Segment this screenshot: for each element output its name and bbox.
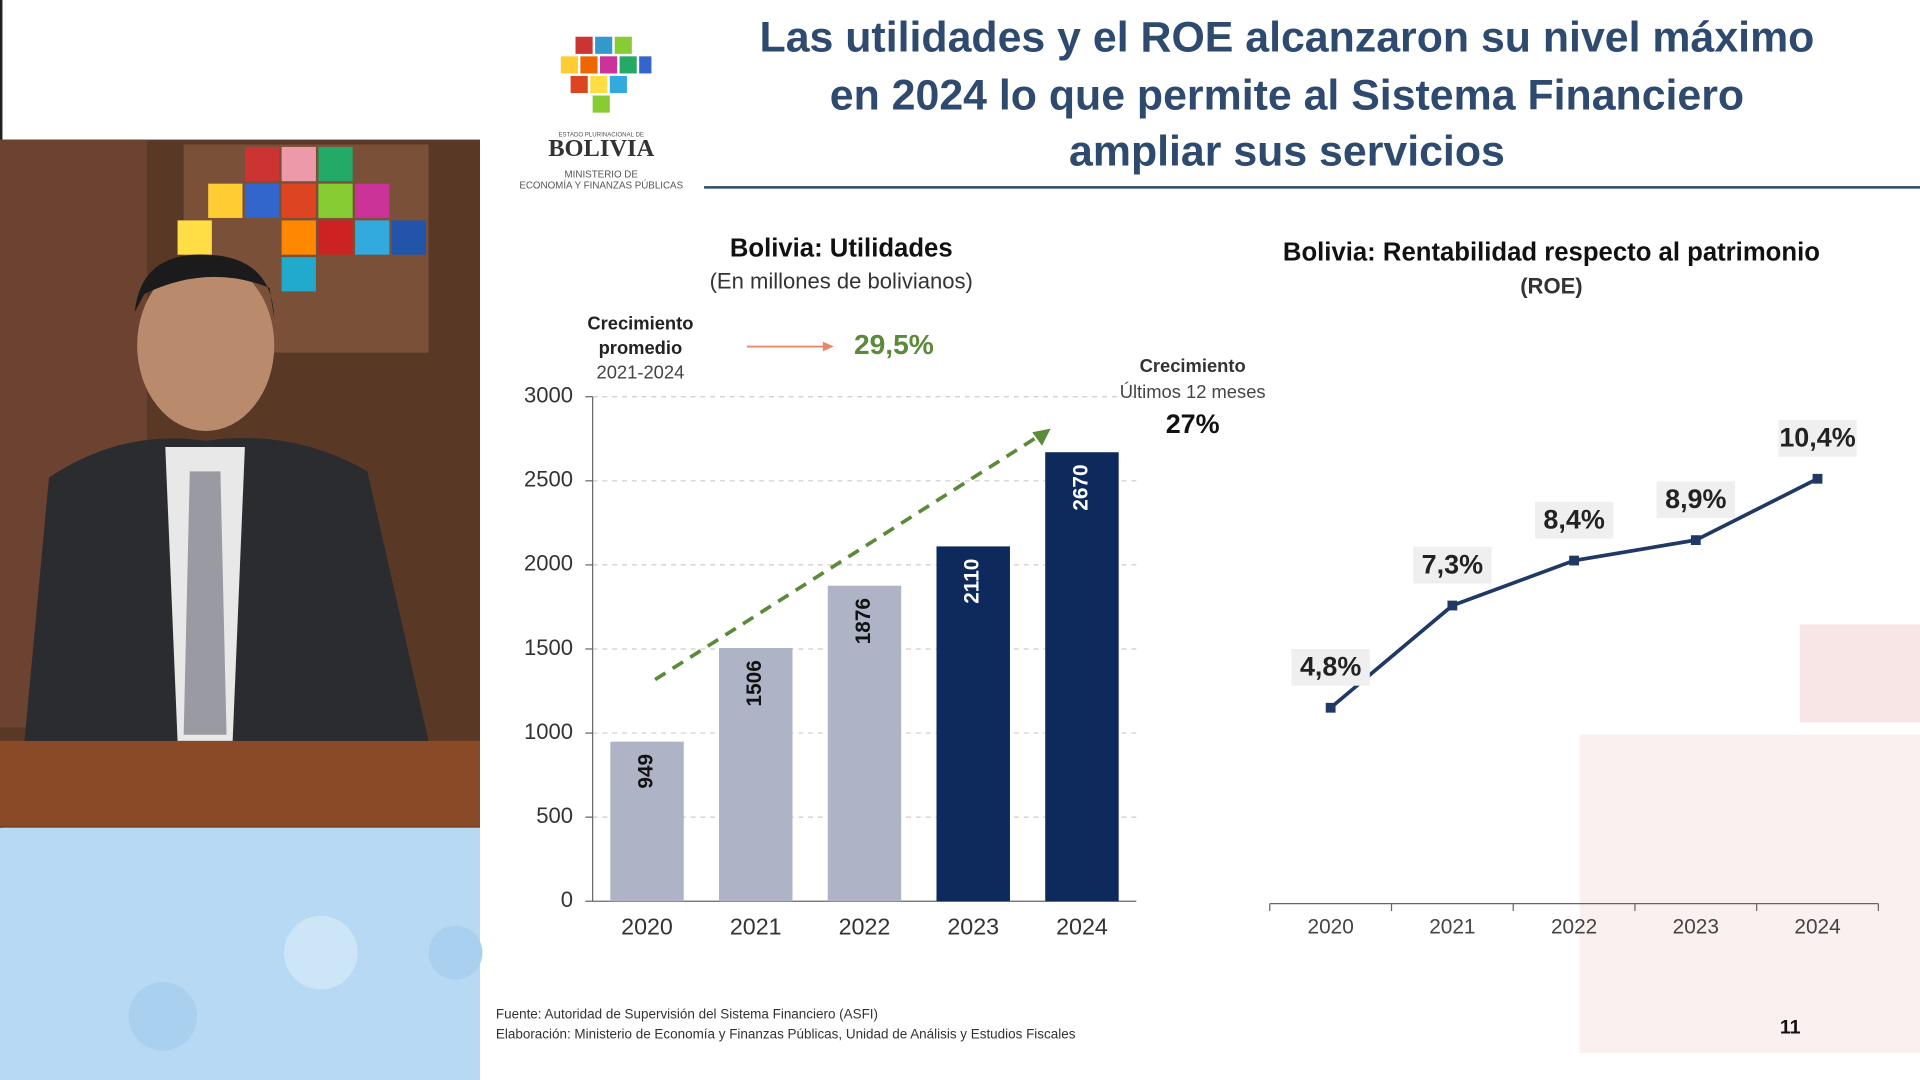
x-tick-label: 2020 xyxy=(1308,916,1354,939)
source-note: Elaboración: Ministerio de Economía y Fi… xyxy=(496,1026,1076,1041)
y-tick-label: 0 xyxy=(561,887,573,912)
annotation: Crecimiento xyxy=(587,312,693,333)
x-tick-label: 2022 xyxy=(1551,916,1597,939)
x-tick-label: 2021 xyxy=(730,913,782,939)
y-tick-label: 1000 xyxy=(524,719,573,744)
y-tick-label: 2000 xyxy=(524,551,573,576)
logo-text: ECONOMÍA Y FINANZAS PÚBLICAS xyxy=(519,181,683,192)
chart-subtitle: (ROE) xyxy=(1520,274,1582,299)
x-tick-label: 2022 xyxy=(839,913,891,939)
chart-title: Bolivia: Utilidades xyxy=(730,235,953,263)
point xyxy=(1325,702,1336,713)
bar xyxy=(1045,452,1119,902)
value-label: 7,3% xyxy=(1422,549,1483,579)
label-background xyxy=(1656,481,1735,519)
point xyxy=(1569,555,1579,566)
wall-logo-tiles xyxy=(177,146,427,292)
y-tick-label: 3000 xyxy=(524,383,573,408)
x-tick-label: 2023 xyxy=(947,913,999,939)
value-label: 1876 xyxy=(852,598,875,644)
logo-name: BOLIVIA xyxy=(548,135,654,162)
value-label: 1506 xyxy=(743,660,766,706)
annotation: promedio xyxy=(599,337,683,358)
video-overlay xyxy=(0,827,480,1080)
source-note: Fuente: Autoridad de Supervisión del Sis… xyxy=(496,1007,878,1022)
annotation: 29,5% xyxy=(854,329,934,360)
y-tick-label: 2500 xyxy=(524,467,573,492)
x-tick-label: 2023 xyxy=(1673,916,1719,939)
value-label: 8,4% xyxy=(1543,504,1604,534)
trend-arrow xyxy=(654,433,1042,682)
reaction-icon xyxy=(428,925,483,980)
value-label: 2670 xyxy=(1069,464,1092,510)
label-background xyxy=(1413,546,1492,584)
label-background xyxy=(1534,501,1614,539)
value-label: 8,9% xyxy=(1665,484,1726,514)
chart-subtitle: (En millones de bolivianos) xyxy=(710,269,973,294)
label-background xyxy=(1291,648,1370,686)
podium xyxy=(0,740,480,827)
x-tick-label: 2021 xyxy=(1429,916,1475,939)
person-tie xyxy=(183,471,227,735)
x-tick-label: 2020 xyxy=(621,913,673,939)
annotation-arrowhead xyxy=(822,341,834,352)
point xyxy=(1690,535,1701,546)
value-label: 4,8% xyxy=(1300,652,1361,682)
decorative-pattern xyxy=(1579,734,1920,1054)
annotation: 2021-2024 xyxy=(597,361,685,382)
bar xyxy=(827,585,902,902)
person-hair xyxy=(134,254,275,319)
person-head xyxy=(137,259,275,432)
slide-title: en 2024 lo que permite al Sistema Financ… xyxy=(830,71,1744,119)
value-label: 2110 xyxy=(961,559,984,604)
value-label: 949 xyxy=(635,754,658,789)
x-tick-label: 2024 xyxy=(1056,913,1108,939)
reaction-icon xyxy=(284,915,358,990)
y-tick-label: 1500 xyxy=(524,635,573,660)
value-label: 10,4% xyxy=(1779,423,1855,453)
reaction-icon xyxy=(128,982,198,1051)
annotation: Últimos 12 meses xyxy=(1120,381,1266,402)
bar xyxy=(719,647,793,902)
annotation: 27% xyxy=(1166,409,1220,439)
y-tick-label: 500 xyxy=(536,803,573,828)
logo-text: ESTADO PLURINACIONAL DE xyxy=(558,131,644,138)
point xyxy=(1812,473,1823,484)
bar xyxy=(610,741,684,902)
slide-title: ampliar sus servicios xyxy=(1069,128,1505,176)
logo-text: MINISTERIO DE xyxy=(565,170,639,181)
page-number: 11 xyxy=(1780,1017,1801,1039)
point xyxy=(1447,600,1458,611)
annotation: Crecimiento xyxy=(1140,355,1246,376)
chart-title: Bolivia: Rentabilidad respecto al patrim… xyxy=(1283,238,1820,266)
slide-title: Las utilidades y el ROE alcanzaron su ni… xyxy=(760,14,1815,62)
label-background xyxy=(1778,420,1857,457)
decorative-pattern xyxy=(1800,624,1920,723)
bar xyxy=(936,546,1010,902)
trend-arrowhead xyxy=(1032,428,1051,446)
x-tick-label: 2024 xyxy=(1794,916,1840,939)
logo-tiles xyxy=(560,36,652,113)
